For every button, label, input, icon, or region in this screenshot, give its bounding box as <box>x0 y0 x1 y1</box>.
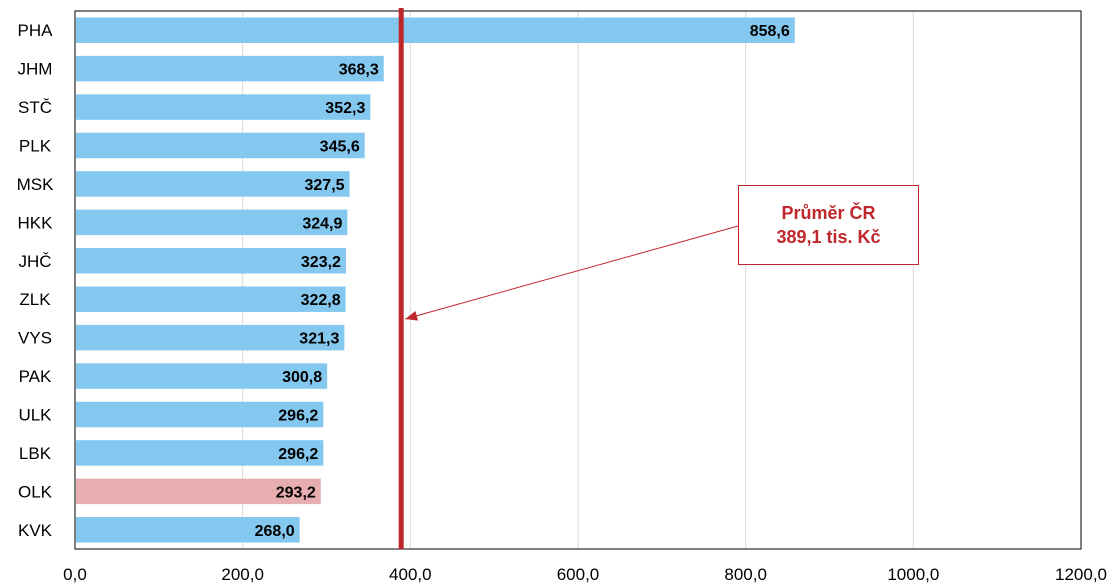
bar <box>76 171 350 197</box>
x-tick-labels: 0,0 200,0 400,0 600,0 800,0 1000,0 1200,0 <box>63 565 1107 584</box>
category-label: VYS <box>18 329 52 348</box>
value-label: 345,6 <box>320 139 360 156</box>
x-tick-label: 400,0 <box>389 565 432 584</box>
category-label: KVK <box>18 521 53 540</box>
bar <box>76 94 371 120</box>
bar <box>76 286 346 312</box>
value-label: 296,2 <box>278 408 318 425</box>
category-label: ULK <box>18 406 52 425</box>
category-label: LBK <box>19 444 52 463</box>
category-label: PLK <box>19 137 52 156</box>
category-label: MSK <box>17 175 55 194</box>
category-label: JHM <box>18 60 53 79</box>
bar <box>76 17 795 43</box>
value-label: 300,8 <box>282 369 322 386</box>
x-tick-label: 800,0 <box>724 565 767 584</box>
value-label: 268,0 <box>255 523 295 540</box>
bar <box>76 55 384 82</box>
value-label: 293,2 <box>276 484 316 501</box>
value-label: 324,9 <box>302 215 342 232</box>
callout-line-1: Průměr ČR <box>781 203 876 223</box>
arrow-head <box>405 310 419 321</box>
x-tick-label: 0,0 <box>63 565 87 584</box>
annotation-arrow <box>405 225 739 320</box>
callout-line-2: 389,1 tis. Kč <box>776 227 881 247</box>
category-label: PAK <box>19 367 52 386</box>
bar <box>76 478 321 505</box>
category-label: OLK <box>18 482 53 501</box>
value-label: 323,2 <box>301 254 341 271</box>
bar <box>76 209 348 236</box>
value-label: 296,2 <box>278 446 318 463</box>
value-label: 368,3 <box>339 62 379 79</box>
average-callout: Průměr ČR 389,1 tis. Kč <box>738 185 919 265</box>
category-labels: PHA JHM STČ PLK MSK HKK JHČ ZLK VYS PAK ULK LBK OLK K… <box>17 21 55 540</box>
gridlines <box>242 11 914 549</box>
bar <box>76 401 324 428</box>
bars <box>76 17 795 543</box>
category-label: JHČ <box>18 252 51 271</box>
category-label: ZLK <box>19 290 51 309</box>
value-labels: 858,6 368,3 352,3 345,6 327,5 324,9 323,2 322,8… <box>255 23 790 540</box>
value-label: 321,3 <box>299 331 339 348</box>
value-label: 858,6 <box>750 23 790 40</box>
bar <box>76 324 345 351</box>
plot-frame <box>74 10 1082 550</box>
bar <box>76 132 365 159</box>
category-label: PHA <box>18 21 54 40</box>
value-label: 322,8 <box>301 292 341 309</box>
bar <box>76 248 346 274</box>
value-label: 352,3 <box>325 100 365 117</box>
category-label: STČ <box>18 98 52 117</box>
x-tick-label: 1200,0 <box>1055 565 1107 584</box>
x-tick-label: 1000,0 <box>887 565 939 584</box>
bar <box>76 440 324 466</box>
category-label: HKK <box>18 213 54 232</box>
x-tick-label: 600,0 <box>557 565 600 584</box>
bar <box>76 363 328 389</box>
value-label: 327,5 <box>305 177 345 194</box>
x-tick-label: 200,0 <box>221 565 264 584</box>
bar <box>76 517 300 543</box>
